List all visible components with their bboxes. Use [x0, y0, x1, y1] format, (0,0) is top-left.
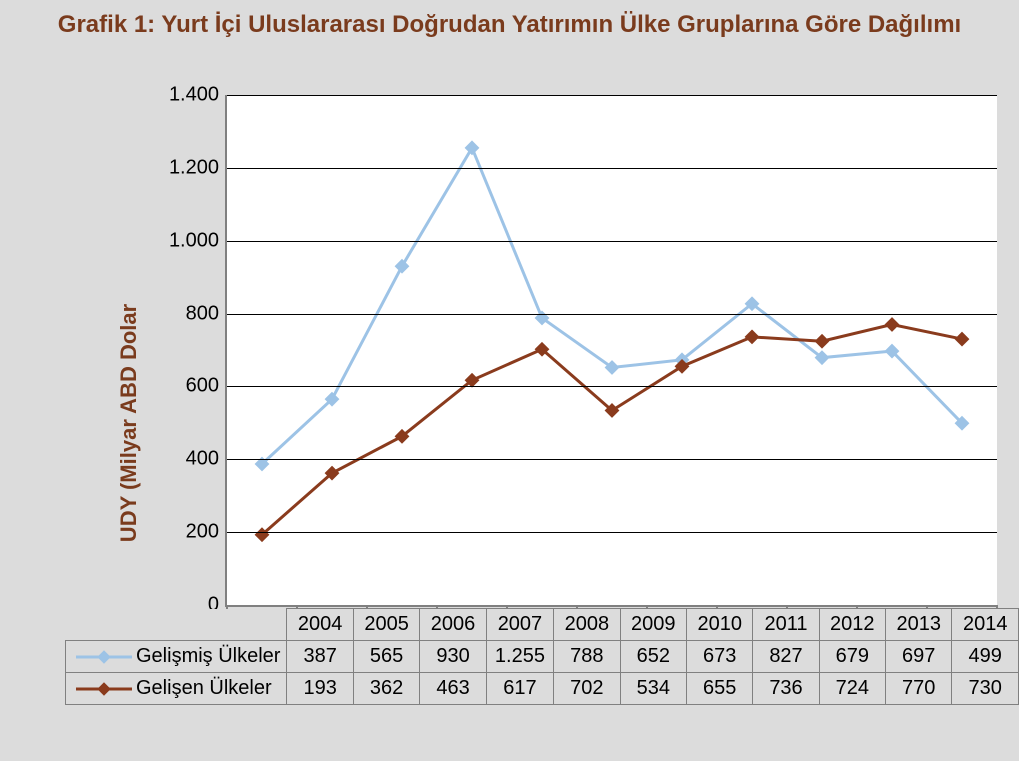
ytick-label: 1.200: [169, 156, 219, 179]
data-cell: 655: [687, 673, 753, 705]
data-cell: 730: [952, 673, 1019, 705]
data-marker: [816, 335, 828, 347]
chart-container: Grafik 1: Yurt İçi Uluslararası Doğrudan…: [0, 0, 1019, 761]
data-cell: 387: [287, 641, 353, 673]
series-line: [262, 325, 962, 535]
grid-line: [227, 314, 997, 315]
year-header: 2004: [287, 609, 353, 641]
legend-label: Gelişen Ülkeler: [136, 677, 272, 700]
data-cell: 652: [620, 641, 686, 673]
grid-line: [227, 386, 997, 387]
data-cell: 724: [819, 673, 885, 705]
year-header: 2006: [420, 609, 486, 641]
plot-area: 02004006008001.0001.2001.400: [225, 95, 997, 607]
table-corner: [66, 609, 287, 641]
plot-svg: [227, 95, 997, 605]
grid-line: [227, 241, 997, 242]
ytick-label: 200: [186, 521, 219, 544]
year-header: 2005: [353, 609, 419, 641]
legend-cell: Gelişmiş Ülkeler: [66, 641, 287, 673]
data-cell: 770: [886, 673, 952, 705]
chart-wrap: UDY (Milyar ABD Dolar 02004006008001.000…: [0, 85, 1019, 761]
grid-line: [227, 532, 997, 533]
data-cell: 673: [687, 641, 753, 673]
chart-title: Grafik 1: Yurt İçi Uluslararası Doğrudan…: [0, 0, 1019, 40]
data-cell: 463: [420, 673, 486, 705]
data-cell: 1.255: [486, 641, 553, 673]
y-axis-label: UDY (Milyar ABD Dolar: [116, 304, 142, 542]
year-header: 2010: [687, 609, 753, 641]
data-marker: [956, 333, 968, 345]
data-cell: 736: [753, 673, 819, 705]
data-marker: [886, 319, 898, 331]
data-cell: 534: [620, 673, 686, 705]
grid-line: [227, 168, 997, 169]
data-cell: 697: [886, 641, 952, 673]
year-header: 2014: [952, 609, 1019, 641]
year-header: 2013: [886, 609, 952, 641]
data-cell: 617: [486, 673, 553, 705]
data-cell: 702: [554, 673, 620, 705]
data-cell: 827: [753, 641, 819, 673]
data-cell: 193: [287, 673, 353, 705]
year-header: 2009: [620, 609, 686, 641]
ytick-label: 1.400: [169, 84, 219, 107]
data-cell: 362: [353, 673, 419, 705]
ytick-label: 400: [186, 448, 219, 471]
data-marker: [746, 331, 758, 343]
data-cell: 679: [819, 641, 885, 673]
data-cell: 930: [420, 641, 486, 673]
ytick-label: 1.000: [169, 229, 219, 252]
data-cell: 499: [952, 641, 1019, 673]
data-table: 2004200520062007200820092010201120122013…: [65, 608, 1019, 705]
ytick-label: 600: [186, 375, 219, 398]
ytick-label: 800: [186, 302, 219, 325]
data-cell: 788: [554, 641, 620, 673]
year-header: 2007: [486, 609, 553, 641]
legend-cell: Gelişen Ülkeler: [66, 673, 287, 705]
year-header: 2012: [819, 609, 885, 641]
year-header: 2011: [753, 609, 819, 641]
data-cell: 565: [353, 641, 419, 673]
grid-line: [227, 459, 997, 460]
grid-line: [227, 95, 997, 96]
year-header: 2008: [554, 609, 620, 641]
legend-label: Gelişmiş Ülkeler: [136, 645, 280, 668]
